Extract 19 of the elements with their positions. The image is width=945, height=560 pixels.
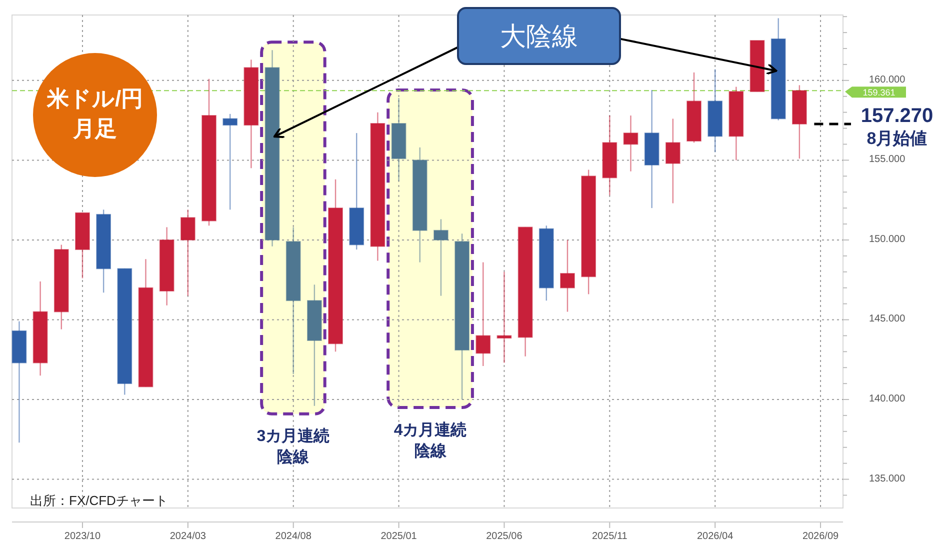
- open-label: 157.270: [860, 104, 934, 127]
- xtick: 2024/08: [275, 531, 312, 542]
- callout-text: 大陰線: [500, 21, 578, 51]
- ytick: 150.000: [869, 234, 906, 245]
- ytick: 155.000: [869, 154, 906, 166]
- source: 出所：FX/CFDチャート: [30, 493, 168, 508]
- open-label: 8月始値: [866, 128, 928, 148]
- xtick: 2023/10: [64, 531, 101, 542]
- ytick: 160.000: [869, 74, 906, 86]
- xtick: 2025/01: [380, 531, 417, 542]
- xtick: 2025/06: [486, 531, 522, 542]
- ytick: 140.000: [869, 394, 906, 404]
- xtick: 2024/03: [170, 531, 206, 542]
- ytick: 145.000: [869, 314, 906, 325]
- xtick: 2026/04: [697, 531, 734, 542]
- title: 米ドル/円月足: [46, 85, 144, 143]
- ytick: 135.000: [869, 473, 906, 484]
- xtick: 2026/09: [802, 531, 839, 542]
- xtick: 2025/11: [592, 531, 628, 542]
